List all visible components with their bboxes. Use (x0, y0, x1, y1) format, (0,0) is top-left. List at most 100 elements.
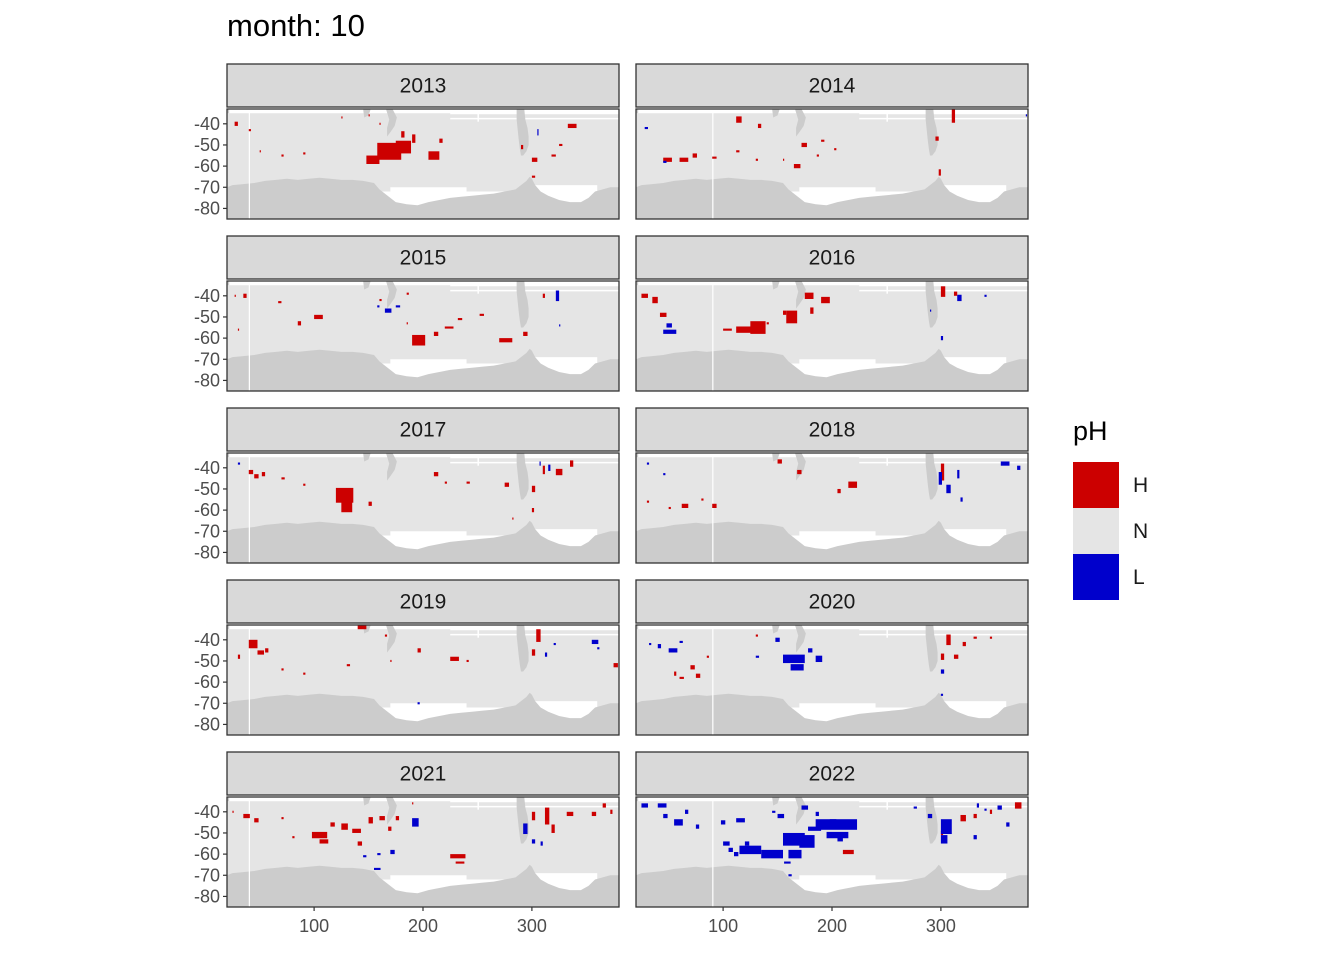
y-tick-label: -40 (194, 630, 220, 650)
missing-band (859, 117, 1028, 120)
missing-band (450, 805, 619, 808)
panel-border (635, 452, 1029, 564)
cell-low-ph (799, 835, 815, 848)
cell-high-ph (659, 312, 667, 317)
cell-high-ph (940, 463, 945, 481)
cell-high-ph (248, 469, 254, 475)
cell-low-ph (984, 294, 987, 297)
y-tick-label: -70 (194, 693, 220, 713)
cell-high-ph (335, 487, 354, 503)
cell-high-ph (406, 322, 408, 325)
facet-strip-label: 2022 (809, 763, 856, 786)
land-antarctica (227, 520, 619, 563)
cell-high-ph (444, 481, 447, 484)
y-tick-label: -40 (194, 802, 220, 822)
cell-low-ph (775, 637, 780, 642)
cell-high-ph (237, 654, 241, 659)
cell-high-ph (953, 291, 958, 296)
facet-strip-label: 2015 (400, 247, 447, 270)
cell-high-ph (821, 296, 830, 304)
cell-high-ph (613, 663, 618, 668)
land-south-america (516, 625, 529, 672)
legend-title: pH (1073, 416, 1108, 446)
cell-low-ph (674, 819, 683, 826)
x-tick-label: 100 (708, 916, 738, 936)
facet-strip (226, 235, 620, 280)
cell-low-ph (723, 841, 730, 846)
land-antarctica (227, 348, 619, 391)
cell-high-ph (281, 154, 284, 157)
land-antarctica (227, 692, 619, 735)
missing-band (859, 109, 1028, 115)
cell-low-ph (1000, 461, 1010, 466)
x-tick-label: 200 (408, 916, 438, 936)
cell-high-ph (842, 849, 854, 855)
cell-low-ph (728, 847, 733, 852)
cell-high-ph (736, 116, 742, 123)
cell-low-ph (790, 664, 804, 671)
cell-high-ph (712, 156, 717, 159)
land-new-zealand (794, 797, 806, 825)
cell-low-ph (957, 294, 962, 302)
y-tick-label: -60 (194, 500, 220, 520)
cell-high-ph (395, 816, 400, 821)
ice-band (940, 701, 1007, 712)
cell-low-ph (363, 855, 367, 858)
y-tick-label: -80 (194, 542, 220, 562)
cell-high-ph (406, 292, 409, 295)
missing-band (450, 625, 619, 631)
cell-high-ph (401, 131, 405, 138)
cell-low-ph (736, 818, 745, 823)
cell-high-ph (531, 649, 536, 656)
cell-high-ph (357, 625, 367, 630)
cell-high-ph (551, 824, 555, 833)
legend-label-normal: N (1133, 520, 1149, 543)
missing-band (450, 109, 619, 115)
facet-2018: 2018 (635, 407, 1029, 564)
land-antarctica (227, 864, 619, 907)
cell-low-ph (815, 819, 858, 830)
missing-band (450, 289, 619, 292)
cell-low-ph (808, 826, 822, 831)
missing-band (859, 805, 1028, 808)
cell-high-ph (377, 142, 402, 160)
cell-high-ph (259, 150, 261, 153)
cell-high-ph (368, 114, 370, 117)
cell-low-ph (540, 841, 543, 846)
facet-panel-content (636, 453, 1028, 563)
missing-band (859, 633, 1028, 636)
cell-low-ph (663, 813, 668, 819)
ice-band (799, 875, 876, 886)
cell-high-ph (962, 641, 966, 647)
cell-high-ph (801, 142, 807, 148)
missing-band (450, 797, 619, 803)
legend-key-low (1073, 554, 1119, 600)
cell-low-ph (663, 329, 677, 334)
facet-strip (226, 63, 620, 108)
cell-high-ph (542, 293, 545, 298)
cell-low-ph (1006, 822, 1010, 827)
cell-high-ph (237, 328, 240, 331)
cell-low-ph (739, 845, 762, 855)
ocean-area (227, 285, 619, 364)
land-antarctica (227, 176, 619, 219)
cell-high-ph (706, 655, 709, 658)
x-tick-label: 300 (926, 916, 956, 936)
missing-band (886, 801, 888, 810)
y-tick-label: -40 (194, 458, 220, 478)
cell-low-ph (784, 861, 791, 864)
facet-strip (226, 751, 620, 796)
facet-strip-label: 2018 (809, 419, 856, 442)
panel-border (226, 280, 620, 392)
cell-high-ph (412, 134, 416, 143)
cell-high-ph (591, 811, 597, 817)
ocean-area (636, 285, 1028, 364)
missing-band (450, 281, 619, 287)
cell-high-ph (690, 665, 695, 670)
land-new-zealand (385, 453, 397, 481)
cell-low-ph (539, 461, 541, 466)
land-south-america (516, 453, 529, 500)
cell-high-ph (766, 322, 769, 325)
missing-band (859, 281, 1028, 287)
